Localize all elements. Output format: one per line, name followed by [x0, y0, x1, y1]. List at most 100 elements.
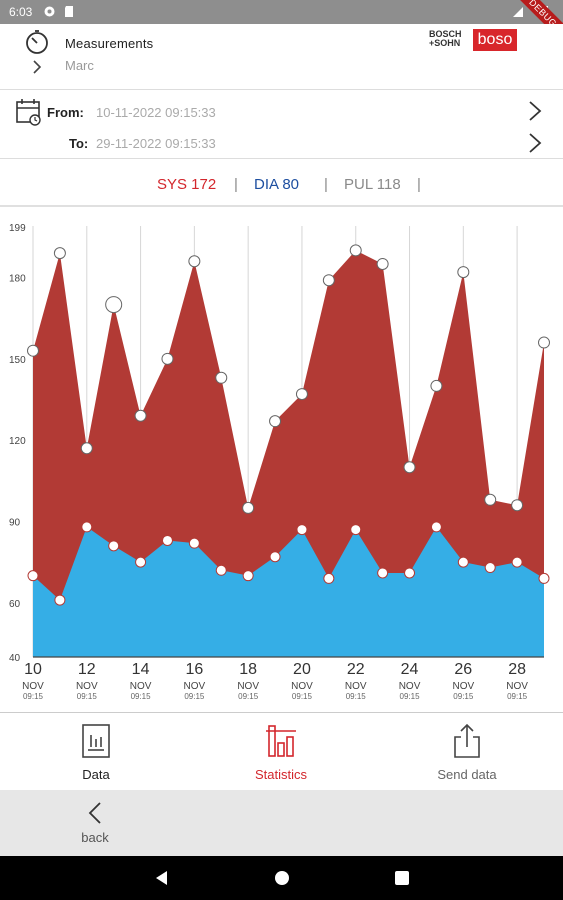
sys-point[interactable] [349, 244, 362, 257]
y-tick-label: 90 [9, 517, 21, 528]
tab-data[interactable]: Data [26, 713, 166, 791]
statistics-bars-icon [266, 725, 296, 757]
y-tick-label: 180 [9, 274, 26, 285]
x-tick-time: 09:15 [292, 692, 313, 701]
sys-point[interactable] [295, 388, 308, 401]
to-label: To: [69, 136, 89, 151]
x-tick-time: 09:15 [346, 692, 367, 701]
sys-point[interactable] [242, 501, 255, 514]
nav-back-icon[interactable] [153, 869, 171, 887]
chevron-right-icon[interactable] [30, 58, 44, 76]
dia-point[interactable] [108, 540, 120, 552]
y-tick-label: 60 [9, 599, 21, 610]
x-tick-month: NOV [345, 681, 367, 692]
x-tick-day: 26 [454, 661, 472, 678]
legend-separator: | [234, 176, 238, 193]
x-tick-time: 09:15 [238, 692, 259, 701]
user-name[interactable]: Marc [65, 58, 94, 73]
x-tick-month: NOV [291, 681, 313, 692]
dia-point[interactable] [161, 534, 173, 546]
legend-pul[interactable]: PUL 118 [344, 176, 401, 193]
dia-point[interactable] [350, 524, 362, 536]
dia-point[interactable] [404, 567, 416, 579]
nav-recents-icon[interactable] [393, 869, 411, 887]
x-tick-time: 09:15 [77, 692, 98, 701]
dia-point[interactable] [511, 556, 523, 568]
from-chevron-right-icon[interactable] [527, 99, 543, 123]
sys-point[interactable] [484, 493, 497, 506]
dia-point[interactable] [538, 572, 550, 584]
dia-point[interactable] [269, 551, 281, 563]
legend-sys[interactable]: SYS 172 [157, 176, 217, 193]
sys-point[interactable] [538, 336, 550, 349]
sys-point[interactable] [511, 499, 524, 512]
tab-send-data[interactable]: Send data [397, 713, 537, 791]
x-tick-day: 28 [508, 661, 526, 678]
stopwatch-icon [26, 30, 48, 54]
tab-statistics[interactable]: Statistics [211, 713, 351, 791]
y-tick-label: 199 [9, 223, 26, 234]
page-title: Measurements [65, 36, 154, 51]
dia-point[interactable] [296, 524, 308, 536]
from-date[interactable]: 10-11-2022 09:15:33 [96, 105, 216, 120]
x-tick-month: NOV [76, 681, 98, 692]
status-time: 6:03 [9, 5, 33, 19]
dia-point[interactable] [323, 572, 335, 584]
back-button[interactable]: back [70, 798, 120, 848]
x-tick-day: 22 [347, 661, 365, 678]
sys-point[interactable] [134, 409, 147, 422]
legend-dia[interactable]: DIA 80 [254, 176, 300, 193]
sys-point[interactable] [215, 371, 228, 384]
x-tick-time: 09:15 [453, 692, 474, 701]
dia-point[interactable] [430, 521, 442, 533]
dia-point[interactable] [242, 570, 254, 582]
sys-point[interactable] [27, 344, 39, 357]
x-tick-day: 20 [293, 661, 311, 678]
sys-point[interactable] [403, 461, 416, 474]
from-label: From: [47, 105, 84, 120]
date-range-panel: From: 10-11-2022 09:15:33 To: 29-11-2022… [0, 89, 563, 159]
dia-point[interactable] [377, 567, 389, 579]
data-list-icon [82, 724, 110, 758]
x-tick-time: 09:15 [131, 692, 152, 701]
brand-boso: boso [473, 29, 517, 51]
dia-point[interactable] [54, 594, 66, 606]
dia-point[interactable] [457, 556, 469, 568]
dia-point[interactable] [27, 570, 39, 582]
sys-point[interactable] [105, 296, 123, 314]
sys-point[interactable] [457, 266, 470, 279]
dia-point[interactable] [215, 564, 227, 576]
sys-point[interactable] [269, 415, 282, 428]
x-tick-day: 14 [132, 661, 150, 678]
sys-point[interactable] [376, 257, 389, 270]
statistics-chart: 40 60 90 120 150 180 199 10 NOV 09:15 12 NOV 09:15 14… [0, 207, 563, 712]
to-chevron-right-icon[interactable] [527, 131, 543, 155]
x-tick-time: 09:15 [507, 692, 528, 701]
legend-separator: | [324, 176, 328, 193]
sys-point[interactable] [430, 379, 443, 392]
dia-point[interactable] [135, 556, 147, 568]
system-nav-bar [0, 856, 563, 900]
back-label: back [81, 830, 109, 845]
sys-point[interactable] [188, 255, 201, 268]
blood-pressure-chart: 40609012015018019910NOV09:1512NOV09:1514… [9, 223, 550, 701]
dia-point[interactable] [81, 521, 93, 533]
x-tick-time: 09:15 [23, 692, 44, 701]
sd-card-icon [65, 6, 73, 17]
tab-statistics-label: Statistics [254, 767, 307, 782]
sys-point[interactable] [322, 274, 335, 287]
sys-point[interactable] [80, 442, 93, 455]
sys-point[interactable] [53, 247, 66, 260]
dia-point[interactable] [484, 562, 496, 574]
sys-point[interactable] [161, 352, 174, 365]
x-tick-month: NOV [130, 681, 152, 692]
bottom-tab-bar: Data Statistics Send data [0, 712, 563, 790]
dia-point[interactable] [188, 537, 200, 549]
x-tick-day: 24 [401, 661, 419, 678]
to-date[interactable]: 29-11-2022 09:15:33 [96, 136, 216, 151]
x-tick-month: NOV [452, 681, 474, 692]
nav-home-icon[interactable] [273, 869, 291, 887]
x-tick-day: 12 [78, 661, 96, 678]
y-tick-label: 150 [9, 355, 26, 366]
dia-area [33, 526, 544, 657]
